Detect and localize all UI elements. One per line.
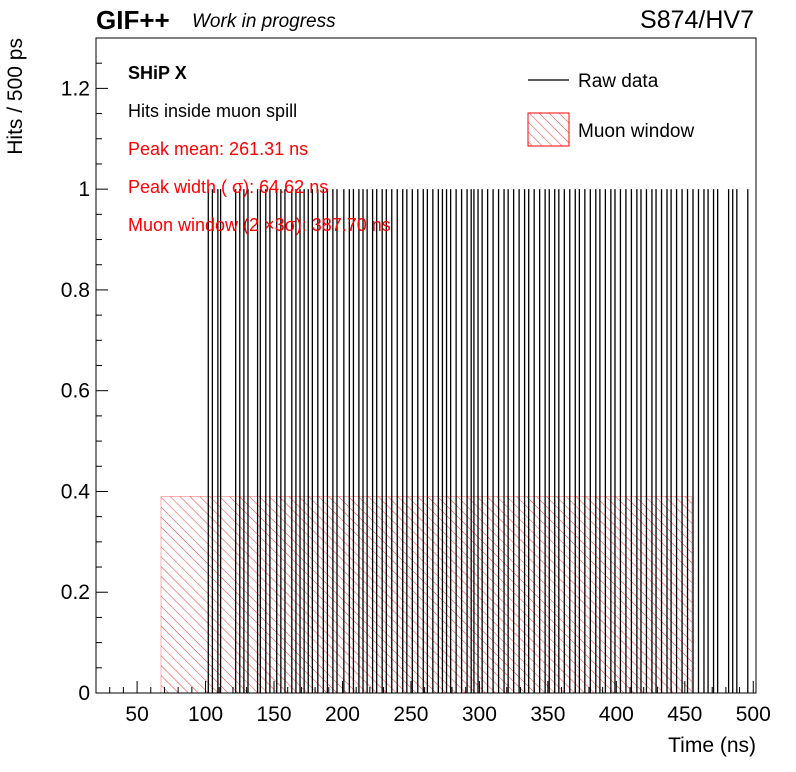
y-tick-label: 0.4 — [61, 480, 91, 503]
experiment-label: SHiP X — [128, 63, 187, 83]
x-tick-label: 300 — [462, 703, 497, 726]
x-tick-label: 100 — [188, 703, 223, 726]
y-axis-title: Hits / 500 ps — [4, 38, 27, 155]
x-tick-label: 200 — [325, 703, 360, 726]
run-label: S874/HV7 — [640, 6, 754, 34]
x-tick-label: 50 — [125, 703, 148, 726]
y-tick-label: 0.6 — [61, 380, 90, 403]
x-tick-label: 250 — [393, 703, 428, 726]
x-tick-label: 350 — [530, 703, 565, 726]
muon-window-label: Muon window (2 ×3σ): 387.70 ns — [128, 215, 391, 235]
peak-width-label: Peak width ( σ): 64.62 ns — [128, 177, 328, 197]
brand-label: GIF++ — [96, 5, 170, 35]
x-tick-label: 400 — [599, 703, 634, 726]
y-tick-label: 1.2 — [61, 77, 90, 100]
description-label: Hits inside muon spill — [128, 101, 297, 121]
y-tick-label: 0 — [78, 682, 90, 705]
y-tick-label: 0.8 — [61, 279, 90, 302]
x-tick-label: 150 — [256, 703, 291, 726]
x-tick-label: 450 — [667, 703, 702, 726]
muon-window-box — [160, 496, 693, 694]
y-tick-label: 1 — [78, 178, 90, 201]
legend-raw-data-label: Raw data — [578, 71, 659, 92]
peak-mean-label: Peak mean: 261.31 ns — [128, 139, 308, 159]
x-tick-label: 500 — [736, 703, 771, 726]
x-axis-title: Time (ns) — [668, 734, 756, 757]
y-tick-label: 0.2 — [61, 581, 90, 604]
legend-muon-window-swatch — [527, 112, 570, 147]
legend-muon-window-label: Muon window — [578, 121, 694, 142]
subtitle-label: Work in progress — [192, 11, 336, 32]
